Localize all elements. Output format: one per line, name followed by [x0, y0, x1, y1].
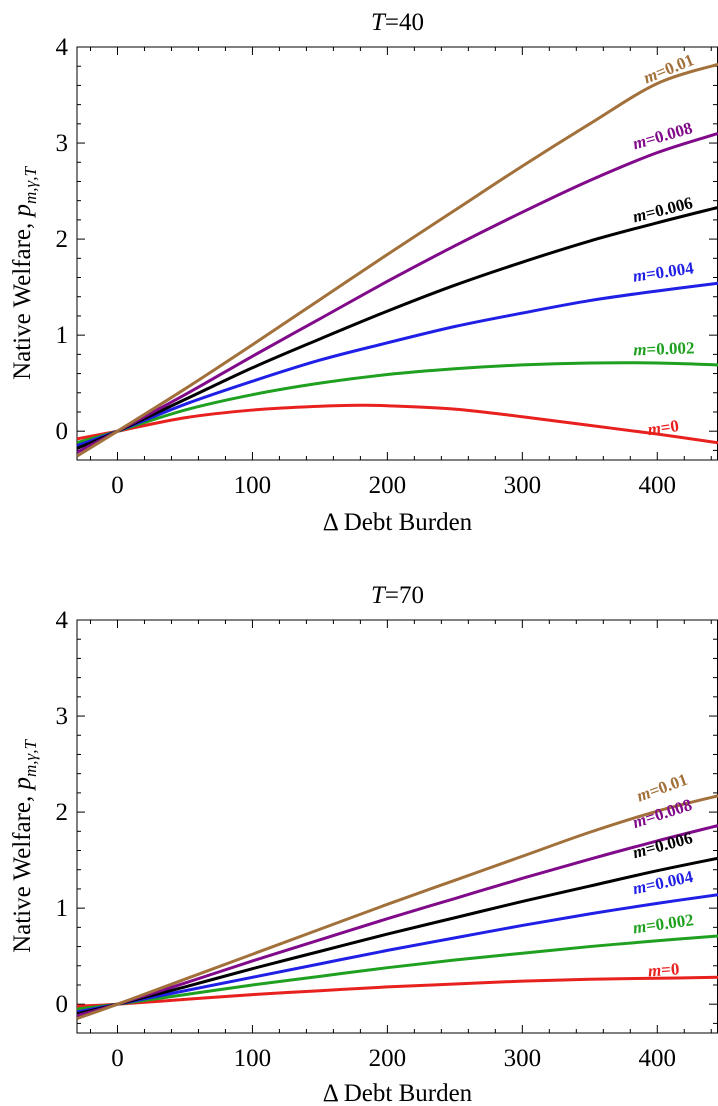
y-tick-label: 4: [56, 607, 69, 634]
chart-panel-1: 0 100 200 300 400 0 1 2 3 4 m=0 m=0.002 m=0.004 m=0.0…: [9, 9, 718, 536]
x-tick-label: 100: [234, 472, 272, 499]
y-axis-label: Native Welfare, pm,γ,T: [9, 166, 40, 380]
chart-title: T=70: [371, 582, 424, 609]
x-axis-label: Δ Debt Burden: [323, 1080, 473, 1106]
x-tick-label: 100: [234, 1045, 272, 1072]
y-tick-label: 3: [56, 703, 69, 730]
series-line-m-0: [77, 403, 718, 445]
plot-frame: [76, 619, 718, 1034]
chart-title: T=40: [371, 9, 424, 36]
x-tick-label: 200: [369, 472, 407, 499]
series-line-m-0-002: [77, 361, 718, 445]
series-label: m=0.008: [630, 118, 694, 153]
series-line-m-0-004: [77, 893, 718, 1014]
y-axis-label: Native Welfare, pm,γ,T: [9, 739, 40, 953]
series-line-m-0-006: [77, 205, 718, 450]
y-tick-label: 0: [56, 991, 69, 1018]
series-lines: [77, 794, 718, 1021]
series-line-m-0-006: [77, 856, 718, 1016]
series-label: m=0.002: [633, 338, 695, 359]
y-tick-label: 2: [56, 226, 69, 253]
x-tick-label: 400: [639, 1045, 677, 1072]
series-lines: [77, 62, 718, 458]
series-line-m-0: [77, 975, 718, 1008]
series-line-m-0-01: [77, 794, 718, 1021]
series-label: m=0.004: [631, 867, 695, 898]
x-axis-label: Δ Debt Burden: [323, 509, 473, 536]
series-line-m-0-004: [77, 281, 718, 448]
chart-panel-2: 0 100 200 300 400 0 1 2 3 4 m=0 m=0.002 m=0.004 m=0.0…: [9, 582, 718, 1106]
series-label: m=0: [647, 959, 680, 980]
series-label: m=0.01: [641, 50, 697, 87]
x-tick-label: 300: [504, 1045, 542, 1072]
x-tick-label: 0: [111, 472, 124, 499]
x-tick-label: 200: [369, 1045, 407, 1072]
y-tick-label: 1: [56, 322, 69, 349]
series-line-m-0-01: [77, 62, 718, 458]
series-line-m-0-008: [77, 132, 718, 454]
series-label: m=0.006: [631, 828, 695, 862]
y-tick-label: 3: [56, 130, 69, 157]
y-tick-label: 1: [56, 895, 69, 922]
x-tick-label: 400: [639, 472, 677, 499]
x-tick-label: 300: [504, 472, 542, 499]
y-tick-label: 4: [56, 34, 69, 61]
series-label: m=0.002: [632, 910, 695, 937]
x-tick-label: 0: [111, 1045, 124, 1072]
y-tick-label: 2: [56, 799, 69, 826]
y-tick-label: 0: [56, 418, 69, 445]
series-line-m-0-002: [77, 934, 718, 1011]
series-label: m=0.004: [632, 258, 696, 285]
series-line-m-0-008: [77, 824, 718, 1018]
series-label: m=0: [646, 416, 680, 439]
